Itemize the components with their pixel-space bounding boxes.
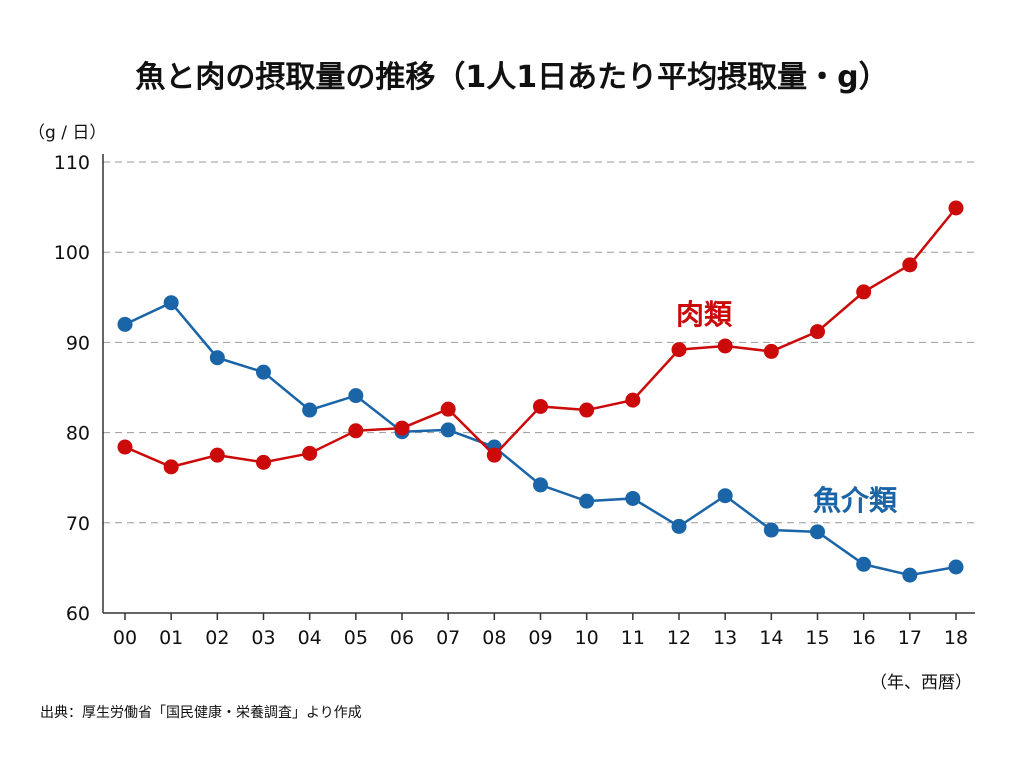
x-tick-label: 00 bbox=[113, 627, 137, 649]
data-point bbox=[394, 420, 410, 436]
data-point bbox=[163, 295, 179, 311]
data-point bbox=[948, 559, 964, 575]
x-tick-label: 10 bbox=[575, 627, 599, 649]
y-tick-label: 110 bbox=[54, 152, 90, 174]
y-tick-label: 90 bbox=[66, 332, 90, 354]
x-tick-label: 16 bbox=[852, 627, 876, 649]
x-tick-label: 01 bbox=[159, 627, 183, 649]
data-point bbox=[209, 350, 225, 366]
data-point bbox=[717, 338, 733, 354]
data-point bbox=[763, 343, 779, 359]
x-tick-label: 17 bbox=[898, 627, 922, 649]
x-tick-label: 03 bbox=[251, 627, 275, 649]
data-point bbox=[671, 342, 687, 358]
data-point bbox=[579, 402, 595, 418]
x-tick-label: 18 bbox=[944, 627, 968, 649]
x-tick-label: 09 bbox=[528, 627, 552, 649]
x-tick-label: 04 bbox=[298, 627, 322, 649]
y-tick-label: 70 bbox=[66, 513, 90, 535]
x-tick-label: 13 bbox=[713, 627, 737, 649]
series-label: 魚介類 bbox=[813, 484, 898, 517]
data-point bbox=[948, 200, 964, 216]
x-tick-label: 05 bbox=[344, 627, 368, 649]
data-point bbox=[902, 257, 918, 273]
data-point bbox=[533, 477, 548, 493]
x-tick-label: 08 bbox=[482, 627, 506, 649]
x-tick-label: 02 bbox=[205, 627, 229, 649]
data-point bbox=[625, 392, 641, 408]
x-tick-label: 11 bbox=[621, 627, 645, 649]
series-line bbox=[124, 207, 957, 469]
x-tick-label: 14 bbox=[759, 627, 783, 649]
data-point bbox=[717, 488, 733, 504]
data-point bbox=[348, 423, 364, 439]
data-point bbox=[533, 398, 548, 414]
data-point bbox=[625, 490, 641, 506]
chart-title: 魚と肉の摂取量の推移（1人1日あたり平均摂取量・g） bbox=[135, 60, 889, 95]
y-tick-label: 60 bbox=[66, 603, 90, 625]
x-tick-label: 12 bbox=[667, 627, 691, 649]
data-point bbox=[302, 402, 318, 418]
data-point bbox=[440, 422, 456, 438]
y-tick-label: 80 bbox=[66, 423, 90, 445]
data-point bbox=[486, 447, 502, 463]
y-axis-label: （g / 日） bbox=[28, 123, 107, 143]
source-note: 出典：厚生労働省「国民健康・栄養調査」より作成 bbox=[40, 705, 362, 721]
data-point bbox=[256, 364, 271, 380]
series-label: 肉類 bbox=[676, 298, 733, 331]
data-point bbox=[348, 388, 364, 404]
series-line bbox=[124, 301, 957, 577]
data-point bbox=[671, 518, 687, 534]
data-point bbox=[856, 556, 872, 572]
y-tick-label: 100 bbox=[54, 242, 90, 264]
data-point bbox=[117, 316, 133, 332]
data-point bbox=[117, 439, 133, 455]
x-tick-label: 07 bbox=[436, 627, 460, 649]
data-point bbox=[163, 459, 179, 475]
x-tick-label: 15 bbox=[805, 627, 829, 649]
data-point bbox=[302, 445, 318, 461]
data-point bbox=[440, 401, 456, 417]
data-point bbox=[579, 493, 595, 509]
data-point bbox=[209, 447, 225, 463]
data-point bbox=[902, 567, 918, 583]
data-point bbox=[763, 522, 779, 538]
data-point bbox=[810, 524, 825, 540]
x-tick-label: 06 bbox=[390, 627, 414, 649]
x-axis-label: （年、西暦） bbox=[870, 673, 972, 693]
data-point bbox=[256, 454, 271, 470]
data-point bbox=[810, 324, 825, 340]
data-point bbox=[856, 284, 872, 300]
